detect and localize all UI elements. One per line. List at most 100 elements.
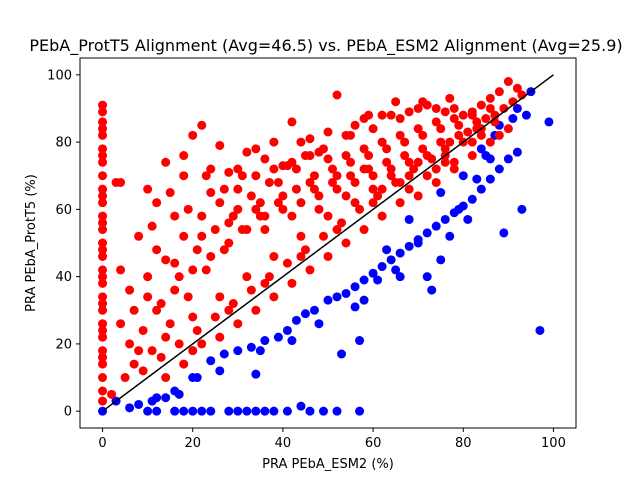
- red-point: [440, 157, 450, 167]
- red-point: [427, 154, 437, 164]
- blue-point: [413, 238, 423, 248]
- red-point: [165, 188, 175, 198]
- red-point: [413, 103, 423, 113]
- red-point: [418, 97, 428, 107]
- blue-point: [255, 346, 265, 356]
- red-point: [413, 191, 423, 201]
- red-point: [494, 130, 504, 140]
- red-point: [377, 184, 387, 194]
- red-point: [436, 137, 446, 147]
- red-point: [251, 144, 261, 154]
- blue-point: [287, 336, 297, 346]
- blue-point: [269, 406, 279, 416]
- red-point: [287, 211, 297, 221]
- red-point: [206, 251, 216, 261]
- red-point: [147, 221, 157, 231]
- red-point: [98, 319, 108, 329]
- y-tick-label: 20: [55, 337, 72, 352]
- blue-point: [188, 373, 198, 383]
- x-tick-label: 40: [275, 436, 292, 451]
- red-point: [98, 292, 108, 302]
- red-point: [264, 177, 274, 187]
- blue-point: [440, 214, 450, 224]
- red-point: [269, 137, 279, 147]
- y-tick-label: 0: [64, 405, 72, 420]
- red-point: [224, 238, 234, 248]
- red-point: [179, 151, 189, 161]
- blue-point: [188, 406, 198, 416]
- red-point: [98, 107, 108, 117]
- red-point: [350, 198, 360, 208]
- red-point: [98, 191, 108, 201]
- blue-point: [382, 245, 392, 255]
- blue-point: [355, 336, 365, 346]
- red-point: [242, 272, 252, 282]
- red-point: [287, 157, 297, 167]
- red-point: [386, 171, 396, 181]
- blue-point: [251, 406, 261, 416]
- blue-point: [305, 406, 315, 416]
- red-point: [98, 218, 108, 228]
- red-point: [233, 164, 243, 174]
- blue-point: [355, 406, 365, 416]
- red-point: [269, 164, 279, 174]
- red-point: [98, 352, 108, 362]
- red-point: [355, 204, 365, 214]
- red-point: [404, 184, 414, 194]
- red-point: [210, 312, 220, 322]
- red-point: [98, 151, 108, 161]
- blue-point: [170, 386, 180, 396]
- red-point: [98, 245, 108, 255]
- red-point: [409, 164, 419, 174]
- blue-point: [521, 110, 531, 120]
- blue-point: [206, 406, 216, 416]
- blue-point: [535, 325, 545, 335]
- red-point: [418, 144, 428, 154]
- red-point: [305, 134, 315, 144]
- red-point: [318, 144, 328, 154]
- red-point: [98, 332, 108, 342]
- red-point: [440, 107, 450, 117]
- red-point: [152, 305, 162, 315]
- red-point: [503, 77, 513, 87]
- blue-point: [463, 214, 473, 224]
- red-point: [206, 164, 216, 174]
- red-point: [287, 117, 297, 127]
- red-point: [197, 211, 207, 221]
- blue-point: [544, 117, 554, 127]
- blue-point: [219, 349, 229, 359]
- red-point: [269, 251, 279, 261]
- red-point: [215, 140, 225, 150]
- red-point: [373, 191, 383, 201]
- red-point: [98, 251, 108, 261]
- red-point: [98, 272, 108, 282]
- blue-point: [206, 356, 216, 366]
- red-point: [395, 114, 405, 124]
- red-point: [197, 120, 207, 130]
- red-point: [179, 171, 189, 181]
- red-point: [98, 359, 108, 369]
- red-point: [309, 184, 319, 194]
- blue-point: [512, 103, 522, 113]
- red-point: [346, 157, 356, 167]
- y-axis: 0 20 40 60 80 100: [47, 68, 80, 420]
- red-point: [237, 171, 247, 181]
- blue-point: [282, 406, 292, 416]
- red-point: [152, 245, 162, 255]
- red-point: [377, 110, 387, 120]
- x-tick-label: 20: [184, 436, 201, 451]
- red-point: [368, 198, 378, 208]
- red-point: [206, 188, 216, 198]
- blue-point: [215, 366, 225, 376]
- red-point: [98, 396, 108, 406]
- red-point: [404, 157, 414, 167]
- red-point: [129, 305, 139, 315]
- blue-point: [332, 292, 342, 302]
- blue-point: [246, 342, 256, 352]
- red-point: [323, 154, 333, 164]
- red-point: [179, 359, 189, 369]
- red-point: [183, 204, 193, 214]
- red-point: [449, 114, 459, 124]
- blue-point: [332, 406, 342, 416]
- blue-point: [350, 282, 360, 292]
